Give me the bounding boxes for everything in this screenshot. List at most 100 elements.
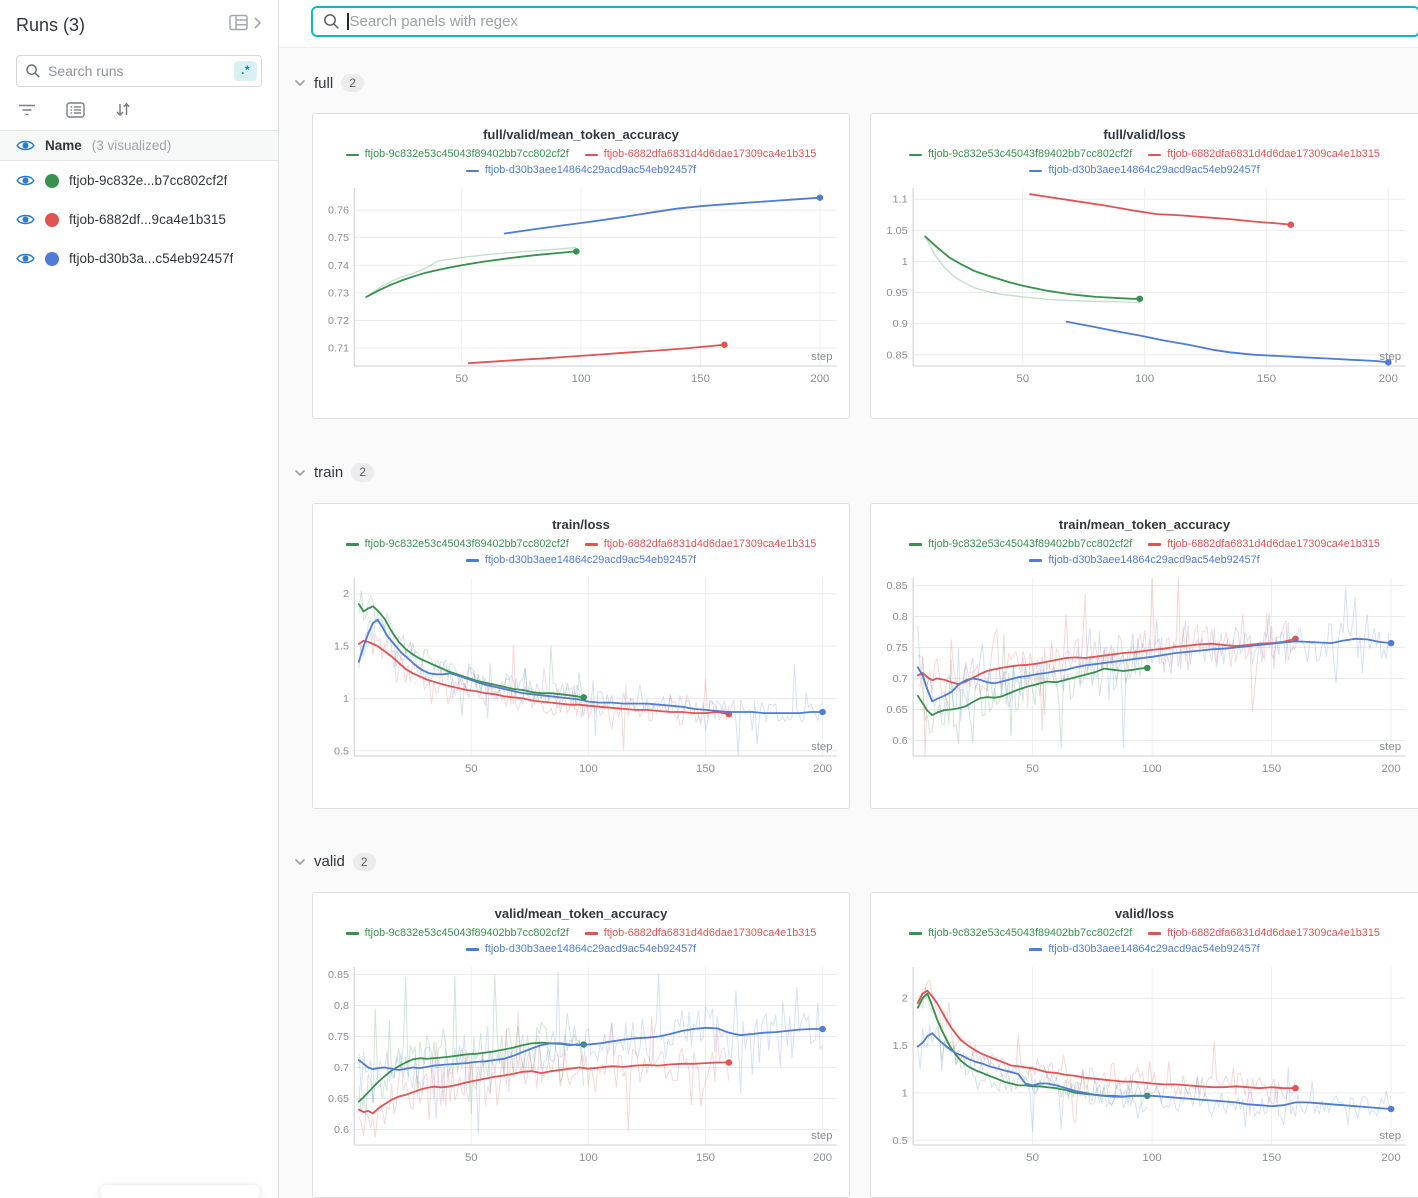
- legend-item: ftjob-d30b3aee14864c29acd9ac54eb92457f: [465, 942, 697, 957]
- x-axis-label: step: [811, 352, 832, 364]
- series-end-dot: [1292, 635, 1299, 642]
- sort-icon[interactable]: [115, 101, 131, 118]
- raw-series-line: [917, 625, 1148, 748]
- y-tick-label: 0.6: [334, 1124, 349, 1136]
- series-line: [365, 250, 578, 299]
- runs-name-header[interactable]: Name (3 visualized): [0, 130, 278, 161]
- run-row[interactable]: ftjob-6882df...9ca4e1b315: [0, 200, 278, 239]
- y-tick-label: 0.8: [334, 1000, 349, 1012]
- raw-series-line: [358, 1011, 730, 1138]
- filter-icon[interactable]: [18, 103, 36, 117]
- chevron-right-icon[interactable]: [253, 16, 262, 35]
- x-tick-label: 50: [1026, 763, 1039, 775]
- x-tick-label: 200: [813, 1152, 832, 1164]
- panel-section-valid: valid 2 valid/mean_token_accuracy ftjob-9c8…: [279, 852, 1418, 1198]
- raw-series-line: [917, 987, 1148, 1113]
- x-tick-label: 100: [579, 763, 598, 775]
- legend-item: ftjob-6882dfa6831d4d6dae17309ca4e1b315: [1148, 537, 1380, 552]
- panel-search-bar: [279, 0, 1418, 48]
- legend-label: ftjob-d30b3aee14864c29acd9ac54eb92457f: [484, 164, 697, 177]
- x-axis-label: step: [1379, 352, 1401, 364]
- y-tick-label: 0.76: [328, 205, 349, 217]
- y-tick-label: 1: [902, 1088, 908, 1100]
- group-list-icon[interactable]: [66, 101, 85, 118]
- legend-item: ftjob-9c832e53c45043f89402bb7cc802cf2f: [909, 537, 1132, 552]
- chart-plot[interactable]: 0.85 0.9 0.95 1 1.05 1.1 50 100 150 200 step: [871, 182, 1418, 396]
- x-tick-label: 100: [572, 374, 591, 386]
- visibility-eye-icon[interactable]: [16, 173, 35, 188]
- chart-title: train/loss: [552, 516, 610, 532]
- y-tick-label: 0.9: [892, 319, 907, 331]
- visibility-eye-icon[interactable]: [16, 251, 35, 266]
- panel-search-input[interactable]: [349, 13, 1408, 30]
- x-tick-label: 200: [813, 763, 832, 775]
- chart-panel[interactable]: train/loss ftjob-9c832e53c45043f89402bb7c…: [312, 502, 850, 809]
- run-row[interactable]: ftjob-9c832e...b7cc802cf2f: [0, 161, 278, 200]
- chart-legend: ftjob-9c832e53c45043f89402bb7cc802cf2f ft…: [871, 537, 1418, 568]
- chart-legend: ftjob-9c832e53c45043f89402bb7cc802cf2f ft…: [313, 537, 849, 568]
- y-tick-label: 0.75: [886, 642, 907, 654]
- x-axis-label: step: [811, 741, 832, 753]
- series-line: [503, 197, 821, 235]
- chart-panel[interactable]: valid/loss ftjob-9c832e53c45043f89402bb7c…: [870, 892, 1418, 1198]
- regex-toggle[interactable]: .*: [233, 61, 257, 81]
- series-line: [357, 603, 585, 699]
- x-tick-label: 150: [696, 1152, 715, 1164]
- panel-search-box[interactable]: [311, 6, 1418, 37]
- chart-legend: ftjob-9c832e53c45043f89402bb7cc802cf2f ft…: [313, 147, 849, 178]
- visibility-eye-icon[interactable]: [16, 138, 35, 153]
- x-tick-label: 200: [810, 374, 829, 386]
- chevron-down-icon[interactable]: [294, 79, 306, 87]
- y-tick-label: 0.95: [886, 288, 907, 300]
- series-end-dot: [725, 1059, 733, 1066]
- chevron-down-icon[interactable]: [294, 858, 306, 866]
- x-tick-label: 50: [455, 374, 468, 386]
- chart-plot[interactable]: 0.6 0.65 0.7 0.75 0.8 0.85 50 100 150 200 step: [313, 961, 849, 1175]
- legend-swatch: [909, 542, 923, 546]
- legend-swatch: [584, 542, 598, 546]
- series-end-dot: [1387, 639, 1395, 647]
- legend-label: ftjob-d30b3aee14864c29acd9ac54eb92457f: [484, 943, 697, 956]
- legend-item: ftjob-d30b3aee14864c29acd9ac54eb92457f: [465, 553, 696, 568]
- section-header-train[interactable]: train 2: [279, 463, 1418, 482]
- series-line: [1029, 193, 1292, 226]
- y-tick-label: 0.75: [328, 1031, 349, 1043]
- section-header-valid[interactable]: valid 2: [279, 852, 1418, 872]
- visibility-eye-icon[interactable]: [16, 212, 35, 227]
- y-tick-label: 1: [902, 257, 908, 269]
- chevron-down-icon[interactable]: [294, 469, 306, 477]
- x-tick-label: 200: [1381, 1152, 1400, 1164]
- x-tick-label: 200: [1379, 374, 1398, 386]
- series-end-dot: [1143, 664, 1151, 671]
- runs-search-input[interactable]: [48, 63, 234, 79]
- legend-item: ftjob-9c832e53c45043f89402bb7cc802cf2f: [909, 147, 1132, 162]
- legend-item: ftjob-9c832e53c45043f89402bb7cc802cf2f: [345, 537, 569, 552]
- y-tick-label: 0.85: [886, 580, 907, 592]
- legend-swatch: [1148, 932, 1162, 935]
- chart-panel[interactable]: full/valid/mean_token_accuracy ftjob-9c83…: [312, 113, 850, 420]
- x-tick-label: 50: [1016, 374, 1029, 386]
- runs-search[interactable]: .*: [16, 55, 262, 87]
- chart-plot[interactable]: 0.6 0.65 0.7 0.75 0.8 0.85 50 100 150 200 step: [871, 572, 1418, 786]
- section-header-full[interactable]: full 2: [279, 74, 1418, 93]
- legend-label: ftjob-6882dfa6831d4d6dae17309ca4e1b315: [603, 927, 817, 940]
- legend-swatch: [909, 932, 923, 935]
- chart-plot[interactable]: 0.5 1 1.5 2 50 100 150 200 step: [313, 572, 849, 786]
- series-line: [916, 989, 1297, 1090]
- chart-panel[interactable]: full/valid/loss ftjob-9c832e53c45043f8940…: [870, 113, 1418, 420]
- chart-panel[interactable]: train/mean_token_accuracy ftjob-9c832e53c…: [870, 502, 1418, 809]
- chart-panel[interactable]: valid/mean_token_accuracy ftjob-9c832e53c…: [312, 892, 850, 1198]
- chart-title: valid/loss: [1114, 906, 1175, 922]
- table-columns-icon[interactable]: [229, 14, 251, 37]
- series-end-dot: [1292, 1085, 1299, 1092]
- series-line: [357, 1027, 824, 1072]
- bottom-popup[interactable]: [100, 1185, 260, 1198]
- y-tick-label: 0.65: [328, 1093, 349, 1105]
- y-tick-label: 0.73: [328, 288, 349, 300]
- chart-plot[interactable]: 0.5 1 1.5 2 50 100 150 200 step: [871, 961, 1418, 1175]
- run-row[interactable]: ftjob-d30b3a...c54eb92457f: [0, 239, 278, 278]
- legend-item: ftjob-9c832e53c45043f89402bb7cc802cf2f: [345, 147, 569, 162]
- chart-plot[interactable]: 0.71 0.72 0.73 0.74 0.75 0.76 50 100 150 200 step: [313, 182, 849, 396]
- y-tick-label: 0.5: [334, 745, 349, 757]
- section-count-badge: 2: [351, 463, 374, 482]
